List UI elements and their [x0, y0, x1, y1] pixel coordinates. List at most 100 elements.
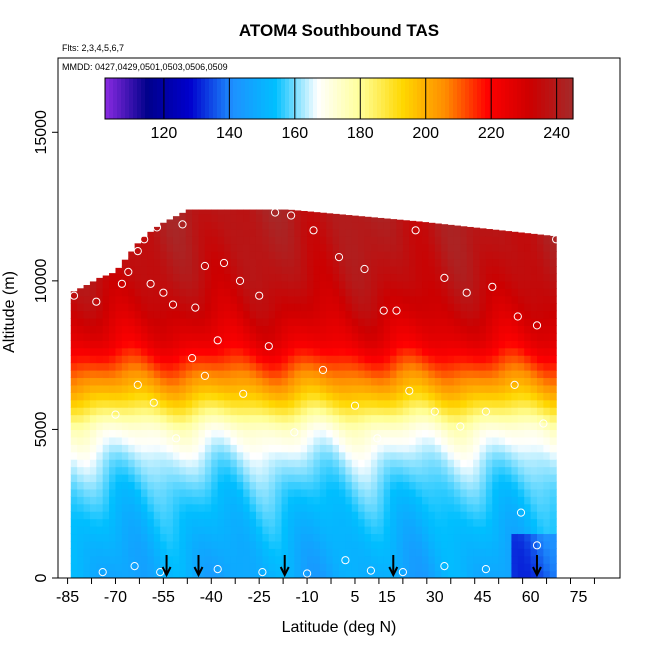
- colorbar-segment: [397, 78, 402, 119]
- x-tick-label: -40: [200, 589, 223, 606]
- colorbar-segment: [561, 78, 566, 119]
- colorbar-segment: [481, 78, 486, 119]
- y-axis-label: Altitude (m): [1, 271, 18, 353]
- colorbar-segment: [565, 78, 570, 119]
- y-tick-label: 10000: [33, 259, 50, 304]
- colorbar-segment: [449, 78, 454, 119]
- colorbar-segment: [529, 78, 534, 119]
- observation-point: [255, 291, 264, 300]
- observation-point: [488, 282, 497, 291]
- colorbar-segment: [369, 78, 374, 119]
- colorbar-segment: [517, 78, 522, 119]
- colorbar-segment: [553, 78, 558, 119]
- colorbar-segment: [129, 78, 134, 119]
- colorbar-segment: [345, 78, 350, 119]
- observation-point: [117, 279, 127, 288]
- observation-point: [200, 371, 209, 380]
- colorbar-frame: [104, 77, 574, 120]
- colorbar-segment: [309, 78, 314, 119]
- colorbar-segment: [441, 78, 446, 119]
- colorbar-segment: [141, 78, 146, 119]
- colorbar-segment: [189, 78, 194, 119]
- colorbar-segment: [105, 78, 110, 119]
- y-tick-label: 5000: [33, 412, 50, 448]
- x-axis-label: Latitude (deg N): [282, 619, 397, 636]
- observation-point: [440, 273, 449, 282]
- observation-point: [440, 562, 449, 571]
- observation-point: [69, 291, 79, 300]
- colorbar-segment: [181, 78, 186, 119]
- x-tick-label: 60: [522, 589, 540, 606]
- colorbar-tick-label: 120: [151, 125, 178, 142]
- observation-point: [264, 342, 273, 351]
- observation-point: [172, 434, 181, 443]
- colorbar-segment: [381, 78, 386, 119]
- observation-point: [318, 365, 328, 375]
- colorbar-segment: [225, 78, 230, 119]
- colorbar-segment: [393, 78, 398, 119]
- colorbar-segment: [125, 78, 130, 119]
- colorbar-segment: [521, 78, 526, 119]
- observation-point: [510, 380, 519, 389]
- colorbar-segment: [145, 78, 150, 119]
- sounding-arrow: [532, 555, 542, 578]
- colorbar-tick-label: 240: [543, 125, 570, 142]
- colorbar-segment: [157, 78, 162, 119]
- colorbar-segment: [301, 78, 306, 119]
- observation-point: [149, 398, 158, 407]
- colorbar-segment: [213, 78, 218, 119]
- observation-point: [392, 306, 401, 315]
- observation-point: [430, 407, 439, 416]
- colorbar-segment: [249, 78, 254, 119]
- observation-point: [552, 235, 561, 244]
- observation-point: [98, 568, 107, 577]
- observation-point: [258, 568, 267, 577]
- observation-point: [481, 407, 490, 416]
- colorbar-segment: [433, 78, 438, 119]
- colorbar-segment: [445, 78, 450, 119]
- observation-point: [133, 247, 142, 256]
- colorbar-segment: [373, 78, 378, 119]
- x-tick-label: 5: [351, 589, 360, 606]
- colorbar-segment: [137, 78, 142, 119]
- sounding-arrow: [161, 555, 172, 578]
- colorbar-segment: [365, 78, 370, 119]
- colorbar-segment: [453, 78, 458, 119]
- sounding-arrow: [193, 555, 204, 578]
- colorbar-segment: [409, 78, 414, 119]
- colorbar-segment: [465, 78, 470, 119]
- colorbar-segment: [361, 78, 366, 119]
- colorbar-segment: [545, 78, 550, 119]
- colorbar-segment: [525, 78, 530, 119]
- observation-point: [178, 220, 187, 229]
- observation-point: [456, 422, 465, 431]
- colorbar-segment: [425, 78, 430, 119]
- colorbar-segment: [121, 78, 126, 119]
- colorbar-segment: [169, 78, 174, 119]
- observation-point: [309, 226, 318, 235]
- observation-point: [558, 449, 567, 458]
- colorbar-segment: [333, 78, 338, 119]
- sounding-arrow: [279, 555, 290, 578]
- colorbar-segment: [173, 78, 178, 119]
- colorbar-segment: [185, 78, 190, 119]
- chart-title: ATOM4 Southbound TAS: [239, 21, 439, 40]
- observation-point: [350, 401, 360, 410]
- observation-point: [168, 300, 178, 309]
- observation-point: [462, 288, 471, 297]
- colorbar-segment: [153, 78, 158, 119]
- y-tick-label: 0: [33, 573, 50, 582]
- colorbar-segment: [285, 78, 290, 119]
- sounding-arrows: [161, 555, 542, 578]
- colorbar-segment: [549, 78, 554, 119]
- colorbar-segment: [505, 78, 510, 119]
- x-tick-label: -85: [56, 589, 79, 606]
- colorbar-segment: [457, 78, 462, 119]
- colorbar-segment: [237, 78, 242, 119]
- observation-point: [334, 253, 344, 262]
- observation-point: [239, 389, 248, 398]
- observation-point: [219, 258, 229, 268]
- colorbar-segment: [229, 78, 234, 119]
- colorbar-segment: [497, 78, 502, 119]
